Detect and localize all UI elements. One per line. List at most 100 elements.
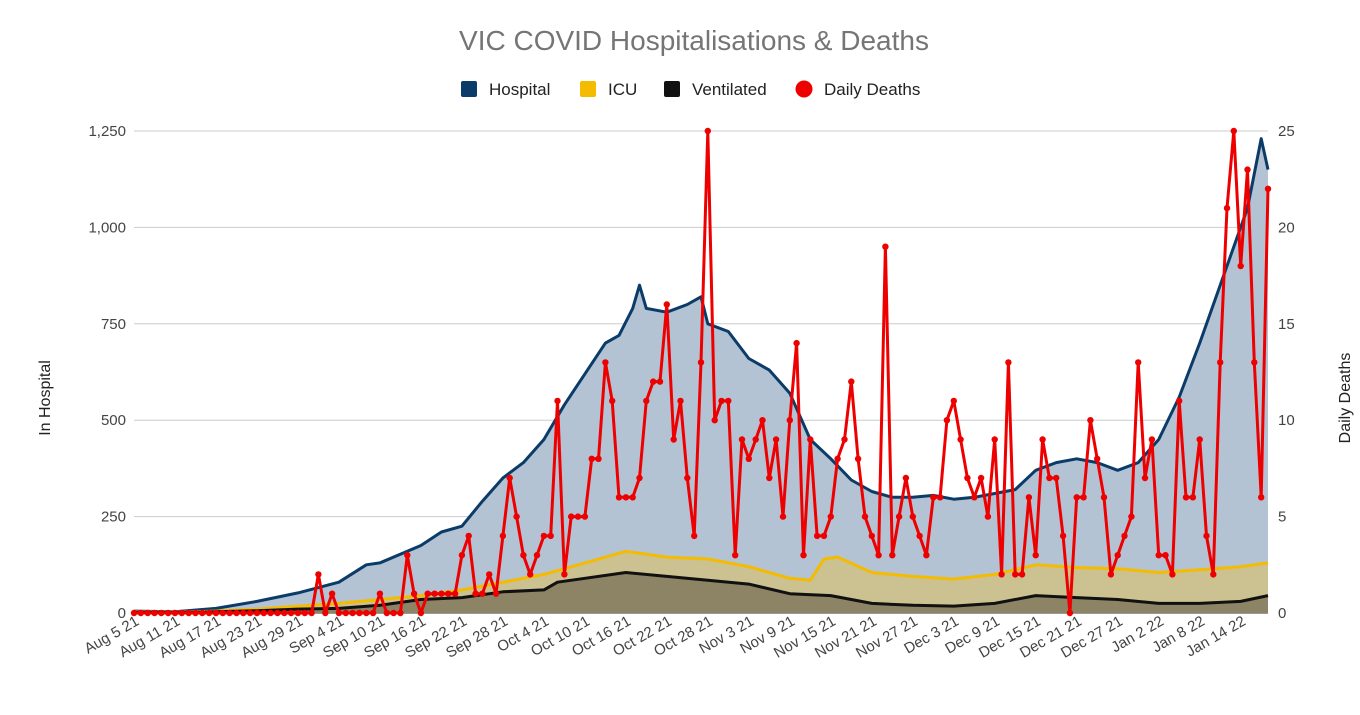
- daily-deaths-point[interactable]: [1210, 571, 1217, 578]
- daily-deaths-point[interactable]: [568, 513, 575, 520]
- daily-deaths-point[interactable]: [971, 494, 978, 501]
- daily-deaths-point[interactable]: [308, 609, 315, 617]
- daily-deaths-point[interactable]: [807, 436, 814, 443]
- daily-deaths-point[interactable]: [458, 552, 466, 559]
- legend-item-ventilated[interactable]: Ventilated: [664, 80, 767, 99]
- daily-deaths-point[interactable]: [328, 590, 336, 597]
- daily-deaths-point[interactable]: [431, 590, 438, 597]
- daily-deaths-point[interactable]: [301, 609, 308, 617]
- daily-deaths-point[interactable]: [882, 243, 889, 250]
- daily-deaths-point[interactable]: [725, 397, 732, 405]
- daily-deaths-point[interactable]: [1230, 127, 1238, 135]
- daily-deaths-point[interactable]: [540, 532, 548, 540]
- daily-deaths-point[interactable]: [205, 609, 213, 617]
- daily-deaths-point[interactable]: [574, 513, 582, 520]
- daily-deaths-point[interactable]: [151, 609, 158, 617]
- daily-deaths-point[interactable]: [144, 609, 151, 617]
- daily-deaths-point[interactable]: [233, 609, 240, 617]
- daily-deaths-point[interactable]: [984, 513, 992, 520]
- daily-deaths-point[interactable]: [287, 609, 295, 617]
- daily-deaths-point[interactable]: [991, 436, 998, 443]
- daily-deaths-point[interactable]: [902, 474, 910, 482]
- daily-deaths-point[interactable]: [691, 532, 698, 540]
- daily-deaths-series[interactable]: [130, 127, 1272, 617]
- daily-deaths-point[interactable]: [158, 609, 165, 617]
- daily-deaths-point[interactable]: [1258, 494, 1265, 501]
- daily-deaths-point[interactable]: [492, 590, 500, 597]
- daily-deaths-point[interactable]: [602, 359, 609, 366]
- daily-deaths-point[interactable]: [650, 378, 657, 385]
- daily-deaths-point[interactable]: [294, 609, 302, 617]
- daily-deaths-point[interactable]: [1046, 474, 1053, 482]
- daily-deaths-point[interactable]: [1141, 474, 1149, 482]
- daily-deaths-point[interactable]: [274, 609, 281, 617]
- daily-deaths-point[interactable]: [397, 609, 404, 617]
- daily-deaths-point[interactable]: [356, 609, 363, 617]
- daily-deaths-point[interactable]: [1244, 166, 1251, 173]
- daily-deaths-point[interactable]: [445, 590, 452, 597]
- daily-deaths-point[interactable]: [889, 552, 896, 559]
- daily-deaths-point[interactable]: [854, 455, 862, 462]
- daily-deaths-point[interactable]: [800, 552, 807, 559]
- daily-deaths-point[interactable]: [165, 609, 172, 617]
- daily-deaths-point[interactable]: [383, 609, 390, 617]
- daily-deaths-point[interactable]: [226, 609, 233, 617]
- legend-item-hospital[interactable]: Hospital: [461, 80, 550, 99]
- daily-deaths-point[interactable]: [923, 552, 930, 559]
- daily-deaths-point[interactable]: [759, 417, 766, 424]
- daily-deaths-point[interactable]: [1155, 552, 1162, 559]
- daily-deaths-point[interactable]: [486, 571, 493, 578]
- daily-deaths-point[interactable]: [363, 609, 370, 617]
- daily-deaths-point[interactable]: [752, 436, 759, 443]
- daily-deaths-point[interactable]: [171, 609, 179, 617]
- daily-deaths-point[interactable]: [561, 571, 568, 578]
- daily-deaths-point[interactable]: [130, 609, 138, 617]
- daily-deaths-point[interactable]: [1162, 552, 1169, 559]
- daily-deaths-point[interactable]: [697, 359, 705, 366]
- daily-deaths-point[interactable]: [499, 532, 507, 540]
- daily-deaths-point[interactable]: [547, 532, 554, 540]
- daily-deaths-point[interactable]: [732, 552, 739, 559]
- daily-deaths-point[interactable]: [335, 609, 343, 617]
- daily-deaths-point[interactable]: [998, 571, 1005, 578]
- daily-deaths-point[interactable]: [930, 494, 937, 501]
- daily-deaths-point[interactable]: [1237, 262, 1244, 270]
- daily-deaths-point[interactable]: [1005, 359, 1012, 366]
- daily-deaths-point[interactable]: [417, 609, 425, 617]
- daily-deaths-point[interactable]: [1135, 359, 1142, 366]
- daily-deaths-point[interactable]: [1169, 571, 1176, 578]
- daily-deaths-point[interactable]: [786, 417, 793, 424]
- daily-deaths-point[interactable]: [315, 571, 322, 578]
- daily-deaths-point[interactable]: [349, 609, 356, 617]
- daily-deaths-point[interactable]: [909, 513, 916, 520]
- daily-deaths-point[interactable]: [1128, 513, 1135, 520]
- daily-deaths-point[interactable]: [199, 609, 206, 617]
- daily-deaths-point[interactable]: [479, 590, 486, 597]
- daily-deaths-point[interactable]: [1121, 532, 1128, 540]
- daily-deaths-point[interactable]: [656, 378, 664, 385]
- daily-deaths-point[interactable]: [964, 474, 971, 482]
- daily-deaths-point[interactable]: [957, 436, 964, 443]
- daily-deaths-point[interactable]: [376, 590, 384, 597]
- daily-deaths-point[interactable]: [1107, 571, 1115, 578]
- daily-deaths-point[interactable]: [841, 436, 848, 443]
- daily-deaths-point[interactable]: [1032, 552, 1039, 559]
- legend-item-icu[interactable]: ICU: [580, 80, 637, 99]
- daily-deaths-point[interactable]: [677, 397, 684, 405]
- daily-deaths-point[interactable]: [977, 474, 985, 482]
- daily-deaths-point[interactable]: [609, 397, 616, 405]
- daily-deaths-point[interactable]: [581, 513, 589, 520]
- daily-deaths-point[interactable]: [472, 590, 479, 597]
- daily-deaths-point[interactable]: [1059, 532, 1067, 540]
- daily-deaths-point[interactable]: [636, 474, 643, 482]
- daily-deaths-point[interactable]: [506, 474, 513, 482]
- daily-deaths-point[interactable]: [1053, 474, 1060, 482]
- daily-deaths-point[interactable]: [1100, 494, 1108, 501]
- daily-deaths-point[interactable]: [916, 532, 923, 540]
- daily-deaths-point[interactable]: [629, 494, 636, 501]
- daily-deaths-point[interactable]: [533, 552, 541, 559]
- daily-deaths-point[interactable]: [1176, 397, 1183, 405]
- daily-deaths-point[interactable]: [513, 513, 520, 520]
- daily-deaths-point[interactable]: [663, 301, 670, 308]
- daily-deaths-point[interactable]: [1189, 494, 1197, 501]
